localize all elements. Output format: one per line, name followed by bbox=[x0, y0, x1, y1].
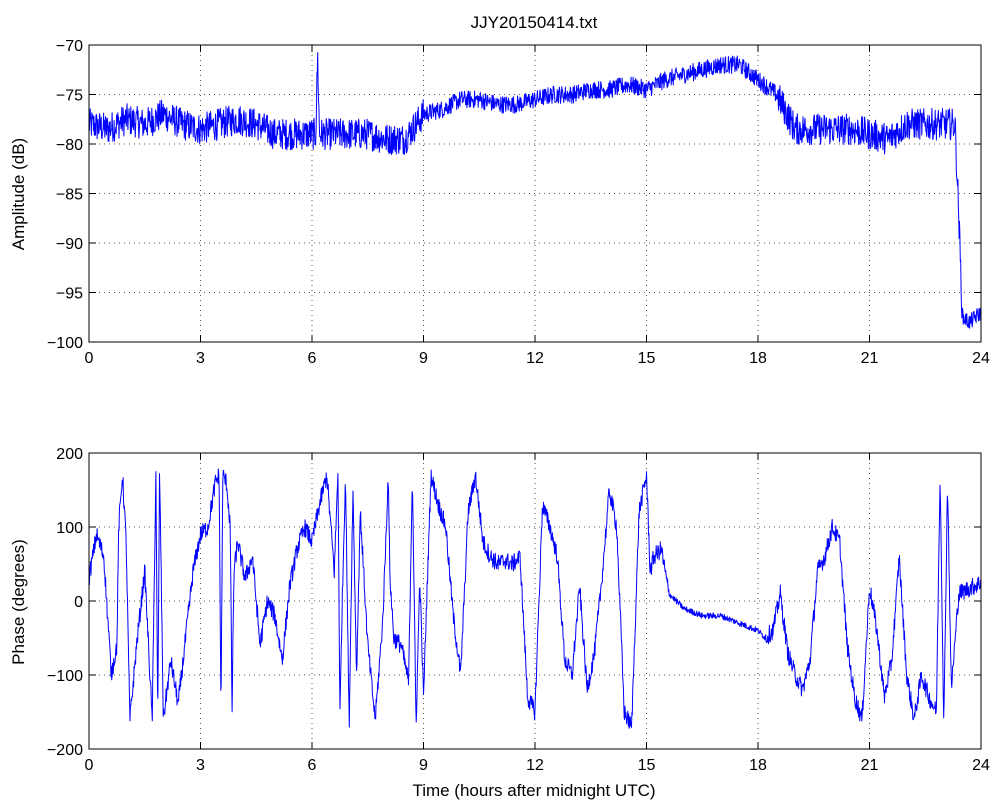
phase-x-tick-labels: 0 3 6 9 12 15 18 21 24 bbox=[85, 757, 990, 774]
amplitude-chart-title: JJY20150414.txt bbox=[471, 13, 598, 32]
phase-y-tick-label: −100 bbox=[47, 668, 83, 685]
phase-x-tick-label: 9 bbox=[419, 757, 428, 774]
amplitude-plot-frame bbox=[88, 44, 982, 343]
phase-series-group bbox=[88, 468, 982, 729]
phase-x-tick-label: 18 bbox=[749, 757, 767, 774]
phase-x-tick-label: 6 bbox=[308, 757, 317, 774]
phase-y-tick-label: 0 bbox=[74, 594, 83, 611]
amplitude-y-tick-label: −75 bbox=[56, 88, 83, 105]
amplitude-x-tick-label: 6 bbox=[308, 350, 317, 367]
phase-x-tick-label: 3 bbox=[196, 757, 205, 774]
amplitude-x-tick-label: 18 bbox=[749, 350, 767, 367]
phase-gridlines bbox=[89, 453, 981, 749]
amplitude-y-tick-label: −80 bbox=[56, 137, 83, 154]
amplitude-x-tick-label: 9 bbox=[419, 350, 428, 367]
amplitude-y-tick-labels: −70 −75 −80 −85 −90 −95 −100 bbox=[47, 38, 83, 352]
amplitude-y-axis-label: Amplitude (dB) bbox=[9, 138, 28, 250]
phase-y-tick-label: 100 bbox=[56, 520, 83, 537]
phase-series-line bbox=[88, 468, 982, 729]
amplitude-series-line bbox=[88, 52, 982, 329]
phase-x-tick-label: 21 bbox=[861, 757, 879, 774]
amplitude-chart: JJY20150414.txt Amplitude (dB) 0 3 6 9 12 15 1… bbox=[9, 13, 990, 367]
amplitude-x-tick-label: 15 bbox=[638, 350, 656, 367]
amplitude-x-tick-label: 12 bbox=[526, 350, 544, 367]
phase-x-axis-label: Time (hours after midnight UTC) bbox=[412, 781, 655, 800]
phase-x-tick-label: 15 bbox=[638, 757, 656, 774]
amplitude-y-tick-label: −70 bbox=[56, 38, 83, 55]
amplitude-x-tick-label: 21 bbox=[861, 350, 879, 367]
amplitude-y-tick-label: −90 bbox=[56, 236, 83, 253]
phase-y-axis-label: Phase (degrees) bbox=[9, 539, 28, 665]
amplitude-series-group bbox=[88, 52, 982, 329]
phase-chart: Phase (degrees) Time (hours after midnig… bbox=[9, 446, 990, 800]
phase-x-tick-label: 12 bbox=[526, 757, 544, 774]
amplitude-x-tick-labels: 0 3 6 9 12 15 18 21 24 bbox=[85, 350, 990, 367]
phase-plot-frame bbox=[88, 452, 982, 750]
phase-x-tick-label: 24 bbox=[972, 757, 990, 774]
amplitude-y-tick-label: −95 bbox=[56, 286, 83, 303]
amplitude-x-tick-label: 0 bbox=[85, 350, 94, 367]
phase-y-tick-label: −200 bbox=[47, 742, 83, 759]
phase-y-tick-labels: 200 100 0 −100 −200 bbox=[47, 446, 83, 759]
amplitude-y-tick-label: −85 bbox=[56, 187, 83, 204]
amplitude-x-tick-label: 24 bbox=[972, 350, 990, 367]
phase-y-tick-label: 200 bbox=[56, 446, 83, 463]
amplitude-x-tick-label: 3 bbox=[196, 350, 205, 367]
amplitude-y-tick-label: −100 bbox=[47, 335, 83, 352]
phase-x-tick-label: 0 bbox=[85, 757, 94, 774]
